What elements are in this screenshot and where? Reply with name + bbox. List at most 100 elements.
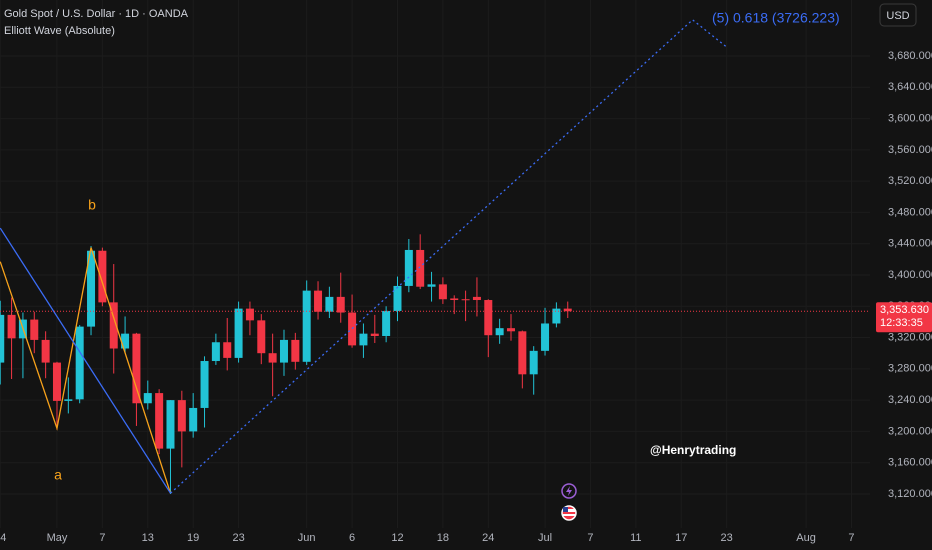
candle-body [177,400,186,432]
watermark: @Henrytrading [650,443,736,457]
candle-body [52,362,61,401]
candle-body [518,331,527,375]
candle-body [552,308,561,324]
flag-stripe [563,509,575,512]
y-tick-label: 3,200.000 [888,425,932,437]
candle-body [461,299,470,301]
candle-body [472,296,481,301]
wave-label: b [88,197,96,213]
price-tag-label: 3,353.630 [880,304,929,316]
candle-body [234,308,243,358]
candle-body [416,249,425,287]
x-tick-label: 24 [482,532,494,544]
x-tick-label: 19 [187,532,199,544]
y-tick-label: 3,520.000 [888,175,932,187]
x-tick-label: 11 [630,532,641,544]
candle-body [200,361,209,408]
lightning-icon [566,486,572,496]
candle-body [325,296,334,312]
x-tick-label: Jul [538,532,552,544]
plot [0,18,870,494]
x-tick-label: Aug [796,532,816,544]
candle-body [268,353,277,363]
currency-button[interactable] [879,3,917,27]
candle-body [438,284,447,300]
currency: USD [886,10,909,22]
candle-body [155,393,164,449]
y-tick-label: 3,560.000 [888,144,932,156]
candle-body [245,308,254,321]
y-tick-label: 3,160.000 [888,457,932,469]
candle-body [484,300,493,336]
x-tick-label: 7 [99,532,105,544]
grid [0,0,870,528]
candle-body [98,250,107,303]
candle-body [64,399,73,401]
candle-body [279,339,288,363]
y-tick-label: 3,400.000 [888,269,932,281]
candle-body [30,319,39,340]
projection-label: (5) 0.618 (3726.223) [712,10,840,26]
candle-body [41,339,50,363]
y-tick-label: 3,280.000 [888,363,932,375]
wave-line [0,247,172,494]
y-tick-label: 3,440.000 [888,238,932,250]
x-tick-label: 17 [675,532,687,544]
candle-body [404,249,413,286]
candle-body [348,312,357,346]
candle-body [427,284,436,287]
candle-body [257,320,266,354]
wave-label: a [54,467,62,483]
candle-body [143,393,152,404]
y-tick-label: 3,480.000 [888,206,932,218]
x-tick-label: 18 [437,532,449,544]
candle-body [291,339,300,362]
candle-body [87,250,96,327]
candle-body [189,407,198,432]
x-tick-label: 13 [142,532,154,544]
y-tick-label: 3,120.000 [888,488,932,500]
y-tick-label: 3,640.000 [888,81,932,93]
x-tick-label: 12 [391,532,403,544]
y-tick-label: 3,240.000 [888,394,932,406]
candle-body [7,314,16,339]
candle-body [132,333,141,404]
candle-body [495,328,504,336]
candle-body [529,350,538,375]
flag-canton [563,507,568,512]
y-tick-label: 3,680.000 [888,50,932,62]
candle-body [121,333,130,349]
candle-body [370,333,379,336]
wave-line [0,227,172,494]
price-tag [876,302,932,333]
candle-body [336,296,345,313]
candle-body [0,314,5,363]
x-tick-label: 6 [349,532,355,544]
x-tick-label: May [47,532,68,544]
candle-body [166,400,175,449]
candle-body [302,290,311,362]
countdown: 12:33:35 [880,317,923,329]
candle-body [211,342,220,362]
candle-body [382,310,391,336]
candle-body [393,285,402,311]
x-tick-label: 24 [0,532,6,544]
candle-body [541,323,550,351]
x-tick-label: Jun [298,532,316,544]
candle-body [223,342,232,358]
flag-stripe [563,514,575,516]
candle-body [75,326,84,400]
candle-body [359,333,368,346]
candle-body [450,298,459,301]
candle-body [314,290,323,312]
candle-body [109,302,118,349]
x-tick-label: 23 [721,532,733,544]
y-tick-label: 3,320.000 [888,331,932,343]
x-tick-label: 7 [848,532,854,544]
x-tick-label: 7 [587,532,593,544]
chart-title: Gold Spot / U.S. Dollar · 1D · OANDA [4,8,189,20]
indicator-name: Elliott Wave (Absolute) [4,25,115,37]
candle-body [506,328,515,332]
y-tick-label: 3,600.000 [888,112,932,124]
